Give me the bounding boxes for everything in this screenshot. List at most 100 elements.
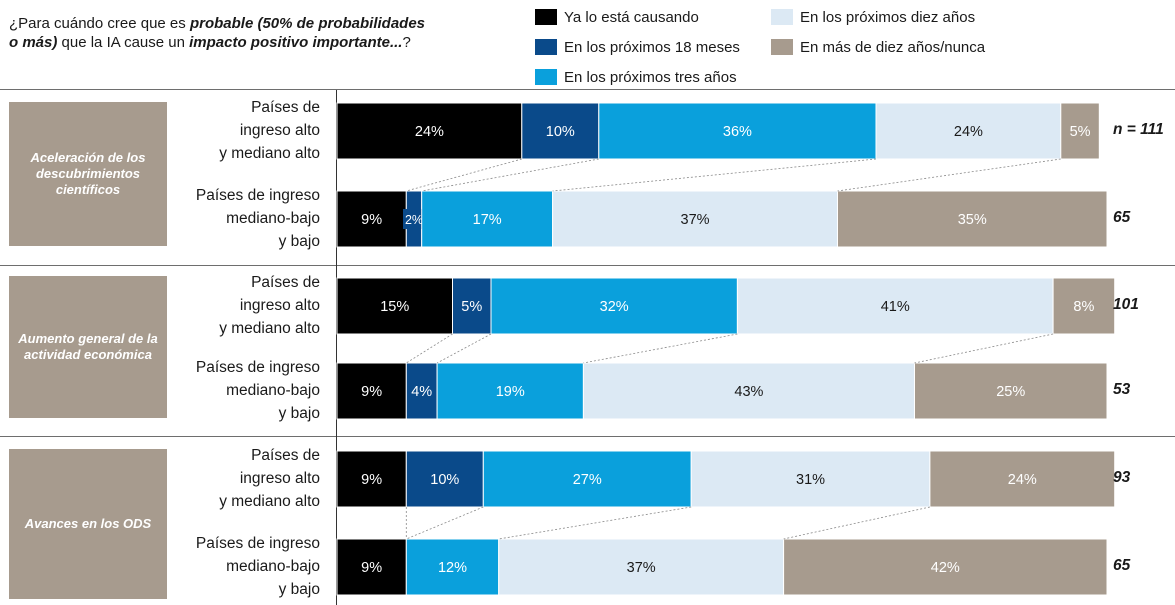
legend-item-5: En más de diez años/nunca bbox=[771, 38, 985, 58]
question-emphasis-1: probable (50% de probabilidades o más) bbox=[9, 15, 426, 51]
legend-swatch-2 bbox=[535, 39, 557, 55]
group-label-line: y bajo bbox=[278, 405, 320, 422]
category-label-2: Aumento general de la actividad económic… bbox=[9, 276, 167, 418]
group-label-line: mediano-bajo bbox=[226, 558, 320, 575]
bar-segment bbox=[336, 190, 407, 248]
segment-connector-line bbox=[406, 158, 522, 192]
bar-value-label: 37% bbox=[681, 212, 710, 228]
bar-segment bbox=[405, 538, 500, 596]
group-label-line: Países de bbox=[251, 274, 320, 291]
bar-value-label: 9% bbox=[361, 212, 382, 228]
legend-label-5: En más de diez años/nunca bbox=[800, 39, 986, 56]
bar-segment bbox=[482, 450, 692, 508]
bar-value-label: 35% bbox=[958, 212, 987, 228]
bar-segment bbox=[552, 190, 838, 248]
chart-legend: Ya lo está causando En los próximos 18 me… bbox=[535, 8, 1075, 90]
bar-segment bbox=[436, 362, 584, 420]
bar-segment bbox=[336, 277, 453, 335]
category-label-1: Aceleración de los descubrimientos cient… bbox=[9, 102, 167, 246]
legend-label-2: En los próximos 18 meses bbox=[564, 39, 740, 56]
legend-item-2: En los próximos 18 meses bbox=[535, 38, 740, 58]
bar-segment bbox=[421, 190, 554, 248]
bar-segment bbox=[498, 538, 785, 596]
question-part-2: que la IA cause un bbox=[57, 34, 190, 51]
legend-label-4: En los próximos diez años bbox=[800, 9, 976, 26]
bar-segment bbox=[336, 362, 407, 420]
legend-swatch-3 bbox=[535, 69, 557, 85]
bar-value-label: 15% bbox=[380, 299, 409, 315]
group-label-line: Países de ingreso bbox=[195, 359, 320, 376]
legend-item-3: En los próximos tres años bbox=[535, 68, 737, 88]
group-label-line: ingreso alto bbox=[239, 297, 320, 314]
bar-segment bbox=[336, 538, 407, 596]
segment-connector-line bbox=[837, 158, 1061, 192]
bar-value-label: 17% bbox=[473, 212, 502, 228]
group-label-line: mediano-bajo bbox=[226, 382, 320, 399]
bar-segment bbox=[598, 102, 877, 160]
bar-value-label: 12% bbox=[438, 560, 467, 576]
group-label: Países de ingreso alto y mediano alto bbox=[170, 271, 320, 340]
sample-size-label: 65 bbox=[1113, 557, 1131, 574]
category-label-3: Avances en los ODS bbox=[9, 449, 167, 599]
section-divider-2 bbox=[0, 436, 1175, 437]
segment-connector-line bbox=[552, 158, 877, 192]
bar-value-label: 41% bbox=[881, 299, 910, 315]
bar-value-label: 31% bbox=[796, 472, 825, 488]
legend-swatch-4 bbox=[771, 9, 793, 25]
group-label-line: Países de ingreso bbox=[195, 535, 320, 552]
group-label-line: y bajo bbox=[278, 581, 320, 598]
bar-value-label: 24% bbox=[1008, 472, 1037, 488]
bar-value-label: 9% bbox=[361, 384, 382, 400]
group-label: Países de ingreso mediano-bajo y bajo bbox=[170, 356, 320, 425]
group-label-line: y mediano alto bbox=[219, 320, 320, 337]
bar-segment bbox=[783, 538, 1108, 596]
bar-value-label: 5% bbox=[461, 299, 482, 315]
bar-segment bbox=[1060, 102, 1100, 160]
bar-segment bbox=[336, 450, 407, 508]
bar-value-label: 9% bbox=[361, 472, 382, 488]
bar-value-label: 5% bbox=[1070, 124, 1091, 140]
legend-label-1: Ya lo está causando bbox=[564, 9, 699, 26]
legend-item-1: Ya lo está causando bbox=[535, 8, 699, 28]
bar-value-label: 43% bbox=[734, 384, 763, 400]
bar-segment bbox=[1052, 277, 1116, 335]
legend-swatch-5 bbox=[771, 39, 793, 55]
group-label: Países de ingreso mediano-bajo y bajo bbox=[170, 184, 320, 253]
bar-segment bbox=[837, 190, 1108, 248]
bar-segment bbox=[929, 450, 1116, 508]
bar-segment bbox=[405, 362, 438, 420]
segment-connector-line bbox=[498, 506, 692, 540]
group-label-line: ingreso alto bbox=[239, 122, 320, 139]
bar-value-label: 2% bbox=[405, 213, 423, 227]
group-label-line: ingreso alto bbox=[239, 470, 320, 487]
bar-segment bbox=[736, 277, 1054, 335]
bar-segment bbox=[452, 277, 492, 335]
group-label: Países de ingreso alto y mediano alto bbox=[170, 96, 320, 165]
legend-item-4: En los próximos diez años bbox=[771, 8, 975, 28]
question-part-1: ¿Para cuándo cree que es bbox=[9, 15, 190, 32]
bar-value-label: 37% bbox=[627, 560, 656, 576]
category-axis-line bbox=[336, 90, 337, 605]
bar-value-label: 24% bbox=[415, 124, 444, 140]
section-divider-1 bbox=[0, 265, 1175, 266]
chart-question: ¿Para cuándo cree que es probable (50% d… bbox=[9, 14, 429, 52]
segment-connector-line bbox=[914, 333, 1054, 364]
segment-connector-line bbox=[406, 333, 453, 364]
group-label: Países de ingreso mediano-bajo y bajo bbox=[170, 532, 320, 601]
bar-segment bbox=[914, 362, 1108, 420]
bar-value-label: 36% bbox=[723, 124, 752, 140]
bar-value-label: 32% bbox=[600, 299, 629, 315]
bar-value-label: 27% bbox=[573, 472, 602, 488]
bar-segment bbox=[405, 450, 484, 508]
sample-size-label: 93 bbox=[1113, 469, 1131, 486]
bar-value-label: 25% bbox=[996, 384, 1025, 400]
legend-label-3: En los próximos tres años bbox=[564, 69, 737, 86]
group-label-line: Países de bbox=[251, 99, 320, 116]
bar-segment bbox=[690, 450, 931, 508]
bar-value-label: 42% bbox=[931, 560, 960, 576]
group-label: Países de ingreso alto y mediano alto bbox=[170, 444, 320, 513]
sample-size-label: 65 bbox=[1113, 209, 1131, 226]
segment-connector-line bbox=[421, 158, 599, 192]
bar-value-label: 8% bbox=[1073, 299, 1094, 315]
